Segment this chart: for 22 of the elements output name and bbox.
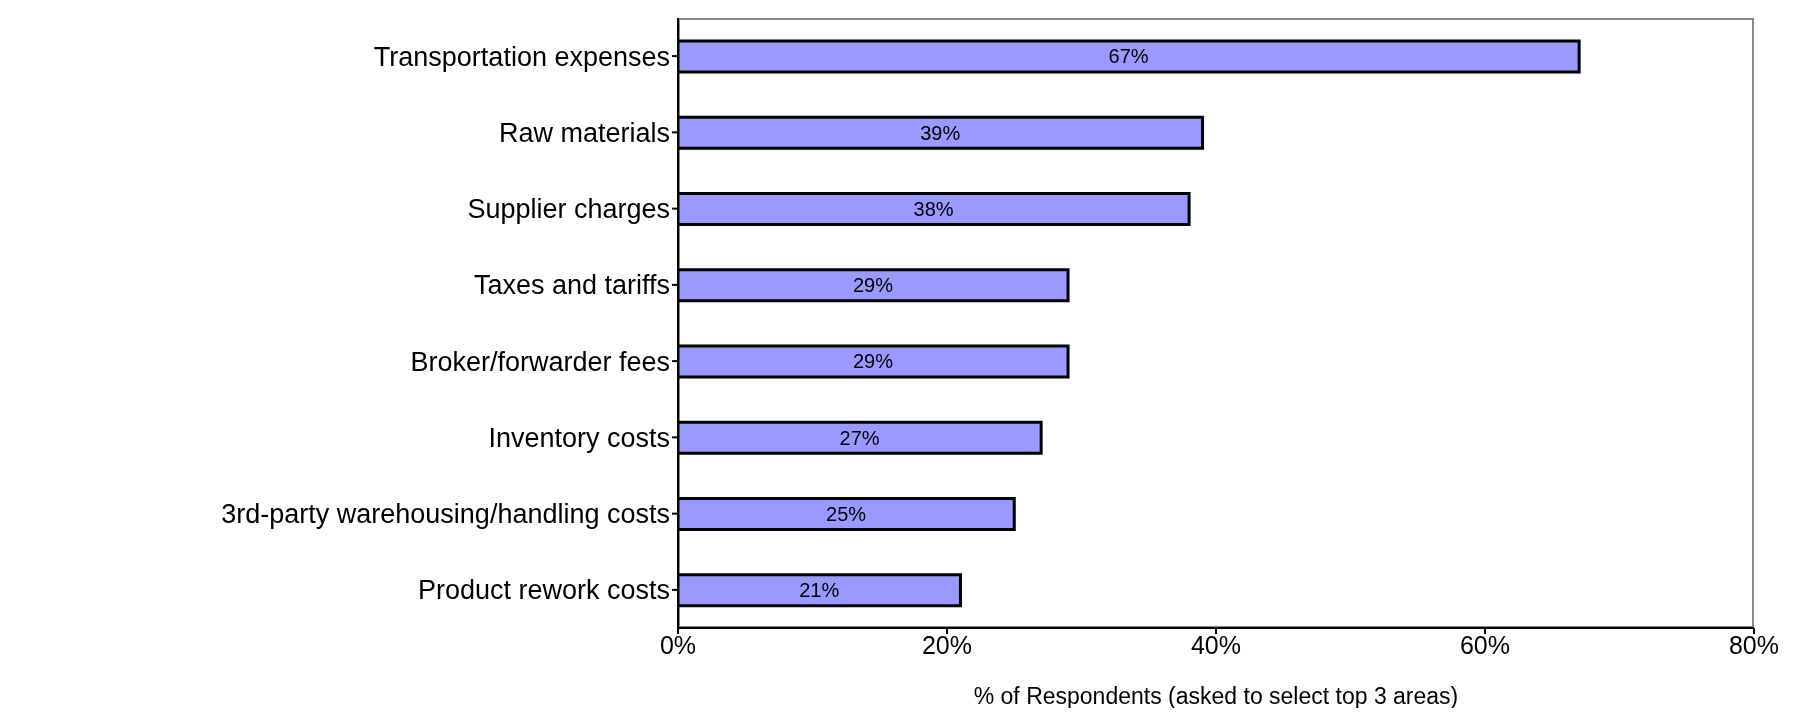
y-tick-label: Transportation expenses xyxy=(373,41,670,72)
data-label: 39% xyxy=(920,121,961,144)
x-axis-title: % of Respondents (asked to select top 3 areas) xyxy=(973,683,1459,709)
x-tick-label: 80% xyxy=(1728,630,1780,659)
y-tick-label: Raw materials xyxy=(498,117,670,148)
x-tick-label: 0% xyxy=(659,630,697,659)
x-tick-label: 40% xyxy=(1190,630,1242,659)
y-tick-label: Taxes and tariffs xyxy=(473,270,670,301)
y-tick-label: 3rd-party warehousing/handling costs xyxy=(221,499,670,530)
y-tick-label: Supplier charges xyxy=(467,194,670,225)
y-tick-label: Product rework costs xyxy=(417,575,670,606)
y-tick-label: Inventory costs xyxy=(488,422,670,453)
x-tick-label: 60% xyxy=(1459,630,1511,659)
data-label: 27% xyxy=(839,426,880,449)
x-tick-label: 20% xyxy=(921,630,973,659)
data-label: 67% xyxy=(1108,45,1149,68)
data-label: 29% xyxy=(853,274,894,297)
data-label: 25% xyxy=(826,502,867,525)
data-label: 21% xyxy=(799,579,840,602)
y-tick-label: Broker/forwarder fees xyxy=(410,346,670,377)
data-label: 38% xyxy=(913,197,954,220)
data-label: 29% xyxy=(853,350,894,373)
